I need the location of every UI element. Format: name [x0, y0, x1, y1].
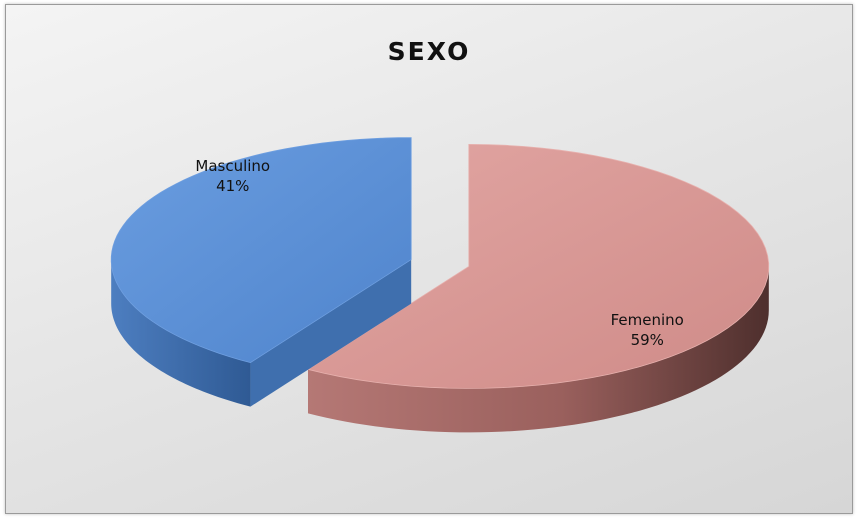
chart-title: SEXO [387, 37, 471, 66]
slice-femenino-percent: 59% [631, 331, 664, 349]
pie-chart: Femenino 59% Masculino 41% [110, 137, 770, 433]
slice-masculino-side [111, 259, 251, 407]
slice-femenino [307, 143, 770, 433]
slice-femenino-top [307, 143, 770, 389]
slice-masculino-face [250, 259, 412, 407]
slice-masculino [110, 137, 412, 407]
chart-area: SEXO Femenino 59% Masculino 41% [5, 4, 853, 514]
slice-masculino-percent: 41% [216, 177, 249, 195]
slice-femenino-side [308, 266, 769, 433]
slice-femenino-label: Femenino [611, 311, 684, 329]
slice-masculino-top [110, 137, 412, 364]
slice-masculino-label: Masculino [195, 157, 270, 175]
